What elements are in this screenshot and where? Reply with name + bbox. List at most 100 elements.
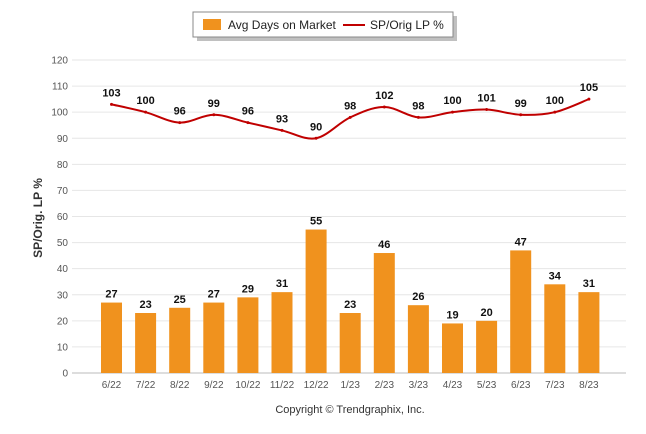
copyright-footer: Copyright © Trendgraphix, Inc. — [275, 404, 424, 416]
x-tick-label: 5/23 — [477, 380, 497, 391]
bar — [510, 250, 532, 373]
y-axis-title: SP/Orig. LP % — [31, 178, 45, 258]
bar — [339, 313, 361, 373]
y-tick-label: 0 — [62, 369, 68, 380]
y-tick-label: 100 — [51, 108, 68, 119]
bar — [373, 253, 395, 373]
y-axis-ticks: 0 10 20 30 40 50 60 70 80 90 100 110 120 — [51, 56, 68, 380]
line-point — [314, 136, 318, 140]
line-point — [178, 121, 182, 125]
bar — [305, 229, 327, 373]
line-point — [587, 97, 591, 101]
bar — [203, 302, 225, 373]
line-value-label: 96 — [242, 106, 254, 118]
line-value-label: 100 — [443, 95, 461, 107]
bar-value-label: 25 — [174, 294, 186, 306]
line-point — [485, 108, 489, 112]
line-value-label: 98 — [412, 100, 424, 112]
line-value-label: 100 — [546, 95, 564, 107]
y-tick-label: 120 — [51, 56, 68, 67]
line-point — [416, 115, 420, 119]
legend-label-bar: Avg Days on Market — [228, 18, 336, 32]
y-tick-label: 20 — [57, 316, 69, 327]
line-value-label: 99 — [208, 98, 220, 110]
bar-value-label: 27 — [105, 289, 117, 301]
x-tick-label: 8/22 — [170, 380, 190, 391]
line-value-label: 90 — [310, 121, 322, 133]
x-tick-label: 12/22 — [304, 380, 329, 391]
line-point — [110, 102, 113, 106]
y-tick-label: 80 — [57, 160, 69, 171]
line-value-label: 96 — [174, 106, 186, 118]
x-tick-label: 3/23 — [409, 380, 429, 391]
line-value-label: 99 — [515, 98, 527, 110]
x-tick-label: 8/23 — [579, 380, 599, 391]
x-tick-label: 6/22 — [102, 380, 122, 391]
line-value-label: 103 — [102, 87, 120, 99]
y-tick-label: 60 — [57, 212, 69, 223]
line-point — [280, 128, 284, 132]
bar-value-label: 23 — [139, 299, 151, 311]
y-tick-label: 50 — [57, 238, 69, 249]
bar — [407, 305, 429, 373]
y-tick-label: 10 — [57, 342, 69, 353]
y-tick-label: 70 — [57, 186, 69, 197]
bar — [271, 292, 293, 373]
line-series — [110, 97, 591, 140]
legend-swatch-bar — [203, 19, 221, 30]
legend-label-line: SP/Orig LP % — [370, 18, 444, 32]
line-point — [212, 113, 216, 117]
line-point — [144, 110, 148, 114]
x-tick-label: 2/23 — [375, 380, 395, 391]
line-value-label: 100 — [136, 95, 154, 107]
legend: Avg Days on Market SP/Orig LP % — [192, 11, 457, 41]
line-point — [553, 110, 557, 114]
x-tick-label: 9/22 — [204, 380, 224, 391]
bar-value-label: 31 — [583, 278, 595, 290]
x-tick-label: 4/23 — [443, 380, 463, 391]
y-tick-label: 90 — [57, 134, 69, 145]
bar-value-label: 31 — [276, 278, 288, 290]
bar — [135, 313, 157, 373]
bar — [578, 292, 600, 373]
bar-value-label: 19 — [446, 309, 458, 321]
x-tick-label: 6/23 — [511, 380, 531, 391]
bar — [237, 297, 259, 373]
bar-value-label: 47 — [515, 236, 527, 248]
data-labels: 27 23 25 27 29 31 55 23 46 26 19 20 47 34 31 103 100 96 99… — [102, 82, 598, 321]
y-tick-label: 110 — [52, 82, 68, 93]
line-point — [348, 115, 352, 119]
bar-value-label: 29 — [242, 283, 254, 295]
line-value-label: 105 — [580, 82, 598, 94]
x-axis-ticks: 6/22 7/22 8/22 9/22 10/22 11/22 12/22 1/23 2/23 3… — [102, 380, 599, 391]
x-tick-label: 11/22 — [270, 380, 295, 391]
bar-series — [101, 229, 600, 373]
x-tick-label: 7/22 — [136, 380, 156, 391]
line-point — [246, 121, 250, 125]
bar — [544, 284, 566, 373]
y-tick-label: 30 — [57, 290, 69, 301]
x-tick-label: 10/22 — [235, 380, 260, 391]
bar-value-label: 34 — [549, 270, 562, 282]
bar — [101, 302, 122, 373]
y-tick-label: 40 — [57, 264, 69, 275]
bar-value-label: 20 — [480, 307, 492, 319]
bar — [476, 320, 498, 373]
x-tick-label: 7/23 — [545, 380, 565, 391]
line-value-label: 98 — [344, 100, 356, 112]
x-tick-label: 1/23 — [340, 380, 360, 391]
gridlines — [72, 59, 626, 374]
bar-value-label: 55 — [310, 216, 322, 228]
line-point — [382, 105, 386, 109]
bar-value-label: 26 — [412, 291, 424, 303]
line-value-label: 101 — [477, 93, 495, 105]
line-point — [519, 113, 523, 117]
bar — [169, 307, 191, 373]
bar-value-label: 27 — [208, 289, 220, 301]
bar — [442, 323, 463, 373]
bar-value-label: 23 — [344, 299, 356, 311]
bar-value-label: 46 — [378, 239, 390, 251]
line-point — [451, 110, 454, 114]
line-value-label: 93 — [276, 113, 288, 125]
